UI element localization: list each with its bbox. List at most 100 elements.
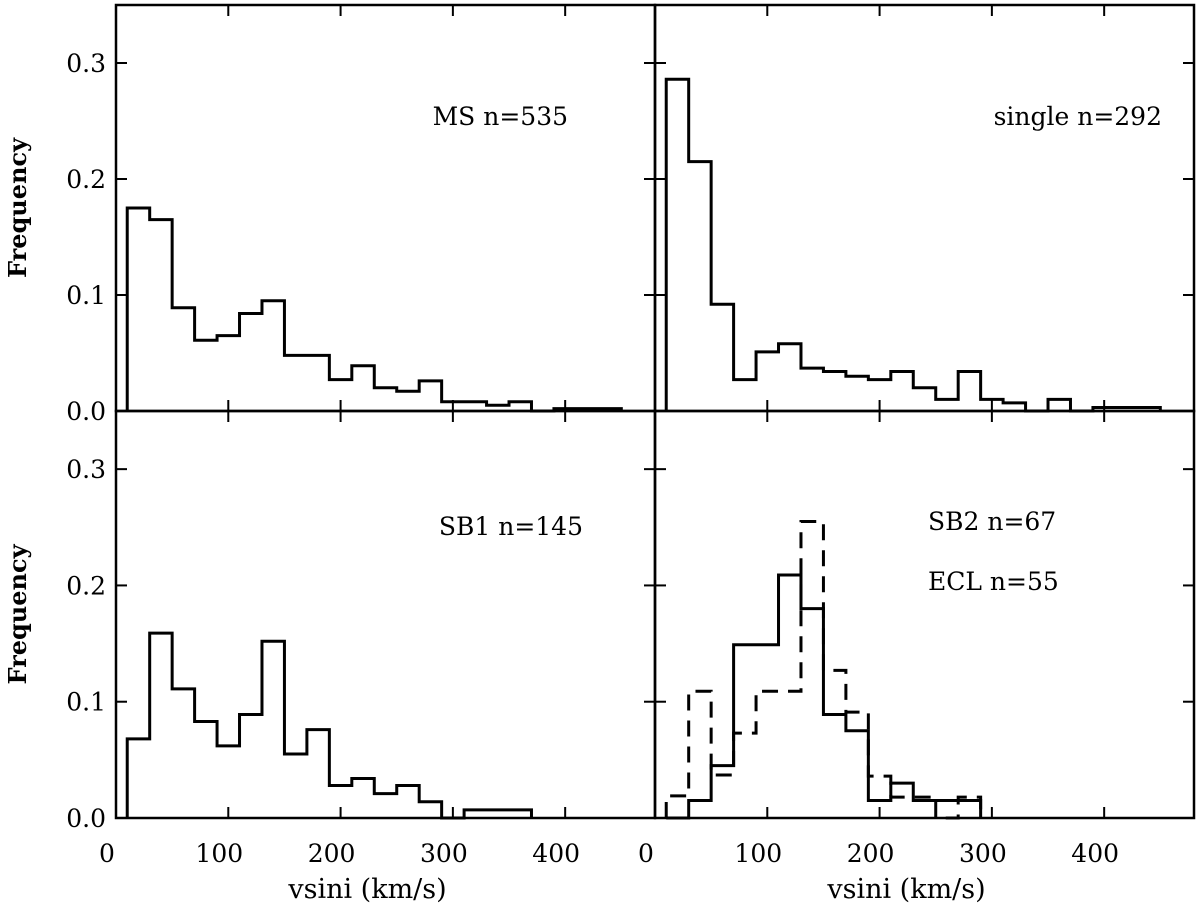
histogram-bin — [958, 372, 980, 411]
y-tick-label: 0.1 — [66, 688, 106, 717]
histogram-bin — [127, 208, 149, 411]
y-tick-label: 0.3 — [66, 49, 106, 78]
y-axis-label: Frequency — [3, 543, 32, 684]
histogram-bin — [150, 220, 172, 411]
histogram-bin — [195, 340, 217, 411]
histogram-bin — [352, 778, 374, 818]
x-tick-label: 300 — [420, 839, 468, 868]
histogram-bin — [936, 801, 958, 818]
histogram-bin — [958, 797, 980, 818]
histogram-series-dashed — [664, 519, 983, 820]
histogram-bin — [419, 381, 441, 411]
histogram-bin — [823, 372, 845, 411]
histogram-bin — [801, 368, 823, 411]
histogram-bin — [127, 739, 149, 818]
histogram-bin — [374, 388, 396, 411]
x-tick-label: 0 — [638, 839, 654, 868]
histogram-bin — [891, 372, 913, 411]
histogram-bin — [779, 691, 801, 818]
histogram-bin — [711, 775, 733, 818]
histogram-bin — [419, 802, 441, 818]
x-tick-label: 200 — [308, 839, 356, 868]
histogram-bin — [374, 794, 396, 818]
histogram-bin — [711, 304, 733, 411]
histogram-bin — [868, 380, 890, 411]
sample-size-annotation: SB2 n=67 — [928, 507, 1056, 536]
panel-2: single n=292 — [653, 3, 1196, 413]
x-tick-label: 400 — [1071, 839, 1119, 868]
histogram-bin — [823, 670, 845, 818]
histogram-bin — [734, 380, 756, 411]
histogram-bin — [397, 785, 419, 818]
histogram-bin — [442, 402, 464, 411]
panel-3: 0 100 200 300 400 0.0 0.1 0.2 0.3 Frequency vsini … — [3, 409, 657, 905]
histogram-series-solid — [664, 77, 1162, 413]
panel-4: 0 100 200 300 400 vsini (km/s) SB2 n=67 ECL n=5… — [638, 409, 1196, 905]
histogram-bin — [150, 633, 172, 818]
histogram-bin — [779, 344, 801, 411]
histogram-bin — [464, 402, 486, 411]
histogram-bin — [846, 712, 868, 818]
histogram-bin — [284, 355, 306, 411]
histogram-bin — [240, 715, 262, 818]
histogram-bin — [307, 355, 329, 411]
histogram-bin — [509, 810, 531, 818]
histogram-bin — [666, 79, 688, 411]
histogram-bin — [756, 691, 778, 818]
histogram-bin — [464, 810, 486, 818]
histogram-bin — [689, 162, 711, 411]
histogram-bin — [734, 733, 756, 818]
histogram-bin — [936, 399, 958, 411]
histogram-bin — [397, 391, 419, 411]
histogram-bin — [1048, 399, 1070, 411]
y-tick-label: 0.0 — [66, 397, 106, 426]
plot-frame — [653, 3, 1196, 413]
y-tick-label: 0.2 — [66, 571, 106, 600]
x-tick-label: 100 — [195, 839, 243, 868]
histogram-bin — [913, 797, 935, 818]
histogram-bin — [891, 797, 913, 818]
y-tick-label: 0.2 — [66, 165, 106, 194]
y-tick-label: 0.3 — [66, 455, 106, 484]
histogram-bin — [172, 308, 194, 411]
x-tick-label: 400 — [532, 839, 580, 868]
y-tick-label: 0.0 — [66, 804, 106, 833]
sample-size-annotation: MS n=535 — [433, 102, 568, 131]
sample-size-annotation: SB1 n=145 — [439, 512, 583, 541]
histogram-bin — [913, 388, 935, 411]
histogram-bin — [981, 399, 1003, 411]
y-tick-label: 0.1 — [66, 281, 106, 310]
histogram-bin — [284, 754, 306, 818]
x-tick-label: 100 — [734, 839, 782, 868]
histogram-bin — [666, 796, 688, 818]
x-axis-label: vsini (km/s) — [287, 874, 446, 905]
sample-size-annotation: single n=292 — [994, 102, 1162, 131]
histogram-bin — [240, 314, 262, 411]
histogram-bin — [329, 380, 351, 411]
sample-size-annotation: ECL n=55 — [928, 567, 1059, 596]
histogram-bin — [509, 402, 531, 411]
y-axis-label: Frequency — [3, 137, 32, 278]
histogram-bin — [689, 691, 711, 818]
histogram-bin — [756, 352, 778, 411]
histogram-bin — [195, 721, 217, 818]
histogram-bin — [307, 730, 329, 818]
x-axis-label: vsini (km/s) — [826, 874, 985, 905]
x-tick-label: 0 — [99, 839, 115, 868]
x-tick-label: 200 — [847, 839, 895, 868]
histogram-bin — [352, 366, 374, 411]
x-tick-label: 300 — [959, 839, 1007, 868]
histogram-bin — [262, 641, 284, 818]
histogram-bin — [262, 301, 284, 411]
histogram-bin — [846, 376, 868, 411]
histogram-series-solid — [125, 631, 533, 820]
histogram-bin — [487, 810, 509, 818]
histogram-bin — [801, 521, 823, 818]
histogram-bin — [217, 336, 239, 411]
panel-1: 0.0 0.1 0.2 0.3 Frequency MS n=535 — [3, 3, 657, 426]
histogram-series-solid — [125, 206, 623, 413]
histogram-bin — [329, 785, 351, 818]
histogram-bin — [868, 776, 890, 818]
plot-frame — [653, 409, 1196, 820]
